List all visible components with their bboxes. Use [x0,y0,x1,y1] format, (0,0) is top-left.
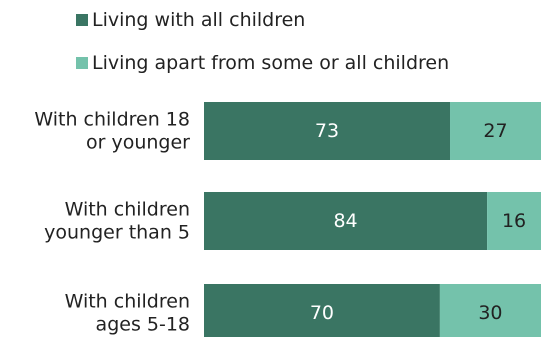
bar-value-label-2-1: 84 [333,210,357,232]
bar-value-label-2-2: 16 [502,210,526,232]
category-label-1-line-2: or younger [86,132,190,154]
bar-segment-1-2 [450,102,541,160]
bar-segment-1-1 [204,102,451,160]
category-label-1-line-1: With children 18 [34,109,190,131]
category-label-3-line-2: ages 5-18 [96,314,190,336]
bar-value-label-3-2: 30 [478,302,502,324]
legend-swatch-2 [76,57,88,69]
bar-value-label-1-2: 27 [483,120,507,142]
bar-segment-2-1 [204,192,488,250]
bar-value-label-1-1: 73 [315,120,339,142]
bar-value-label-3-1: 70 [310,302,334,324]
legend-label-1: Living with all children [92,9,305,31]
category-label-3-line-1: With children [65,291,190,313]
bar-segment-3-1 [204,284,440,337]
legend-label-2: Living apart from some or all children [92,52,449,74]
legend-swatch-1 [76,14,88,26]
category-label-2-line-2: younger than 5 [44,222,190,244]
bar-segment-3-2 [439,284,541,337]
category-label-2-line-1: With children [65,199,190,221]
bar-segment-2-2 [487,192,541,250]
